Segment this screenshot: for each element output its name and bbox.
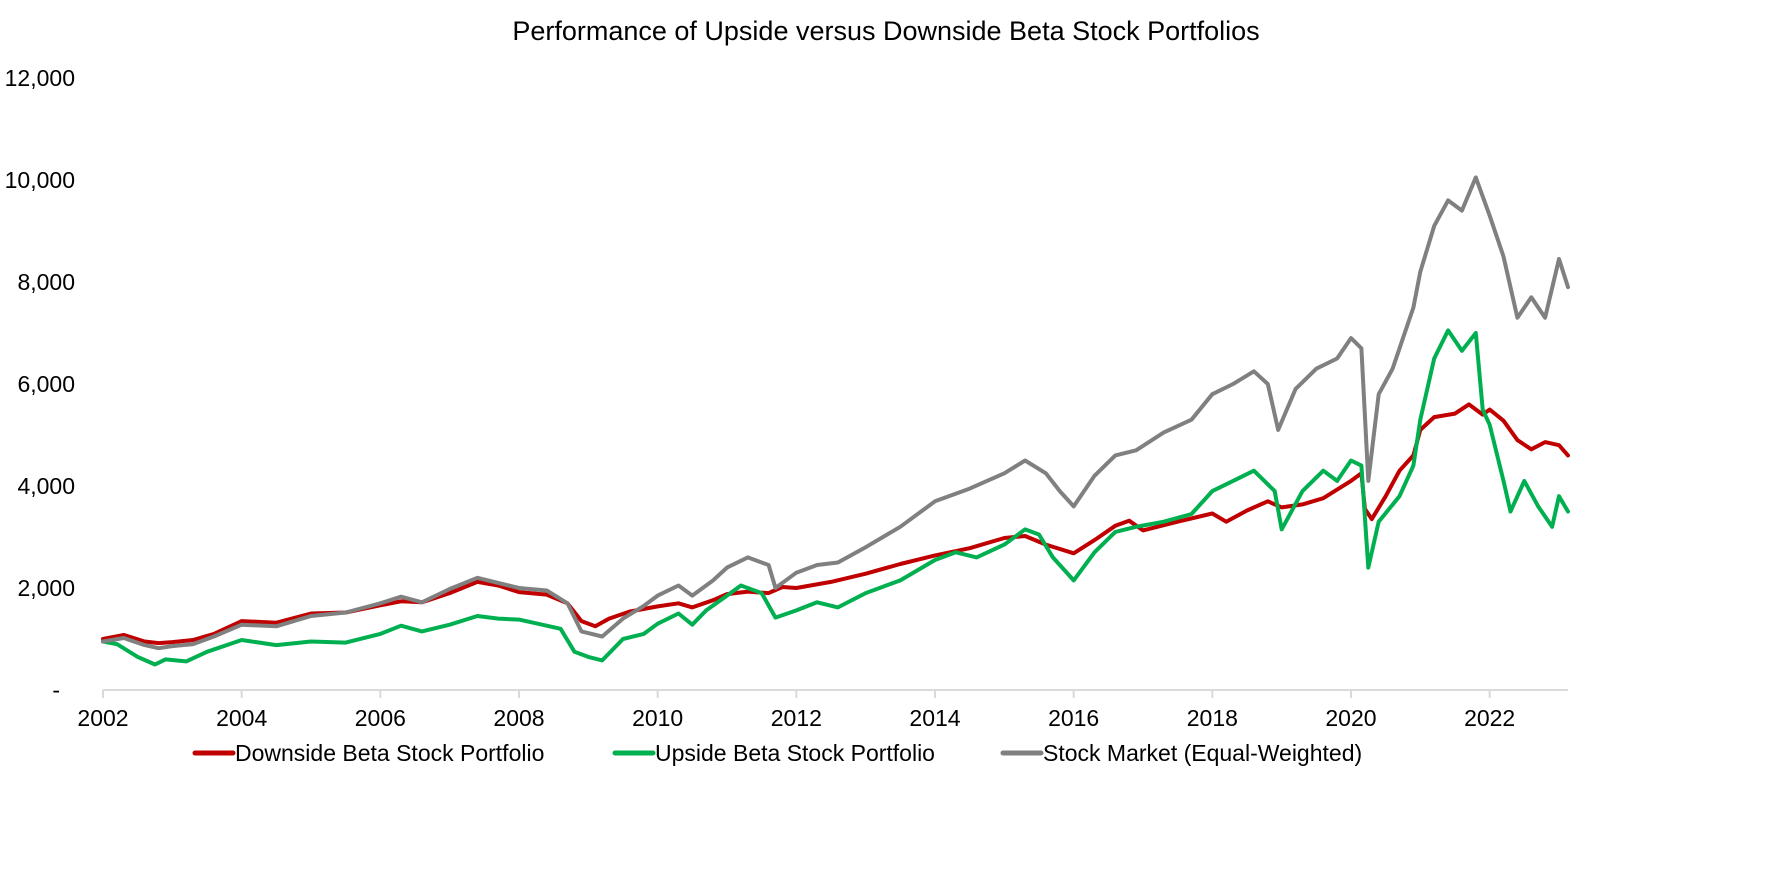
x-tick-label: 2004 — [216, 705, 267, 731]
chart-title: Performance of Upside versus Downside Be… — [512, 16, 1259, 46]
y-tick-label: 12,000 — [5, 65, 75, 91]
y-tick-label: - — [52, 677, 60, 703]
legend-label: Stock Market (Equal-Weighted) — [1043, 740, 1362, 766]
x-tick-label: 2022 — [1464, 705, 1515, 731]
legend-label: Downside Beta Stock Portfolio — [235, 740, 544, 766]
y-tick-label: 8,000 — [17, 269, 75, 295]
y-tick-label: 2,000 — [17, 575, 75, 601]
x-tick-label: 2008 — [493, 705, 544, 731]
x-axis-ticks: 2002 2004 2006 2008 2010 2012 2014 2016 2018 2020… — [77, 690, 1515, 731]
series-line-2 — [101, 328, 1570, 667]
y-tick-label: 4,000 — [17, 473, 75, 499]
x-tick-label: 2020 — [1325, 705, 1376, 731]
x-tick-label: 2012 — [771, 705, 822, 731]
x-tick-label: 2002 — [77, 705, 128, 731]
x-tick-label: 2018 — [1187, 705, 1238, 731]
x-tick-label: 2016 — [1048, 705, 1099, 731]
series-line-3 — [101, 175, 1570, 651]
legend: Downside Beta Stock Portfolio Upside Beta… — [192, 740, 1362, 766]
x-tick-label: 2006 — [355, 705, 406, 731]
y-axis-ticks: - 2,000 4,000 6,000 8,000 10,000 12,000 — [5, 65, 75, 703]
y-tick-label: 6,000 — [17, 371, 75, 397]
legend-label: Upside Beta Stock Portfolio — [655, 740, 935, 766]
x-tick-label: 2014 — [909, 705, 960, 731]
series-lines — [101, 175, 1570, 667]
x-tick-label: 2010 — [632, 705, 683, 731]
y-tick-label: 10,000 — [5, 167, 75, 193]
